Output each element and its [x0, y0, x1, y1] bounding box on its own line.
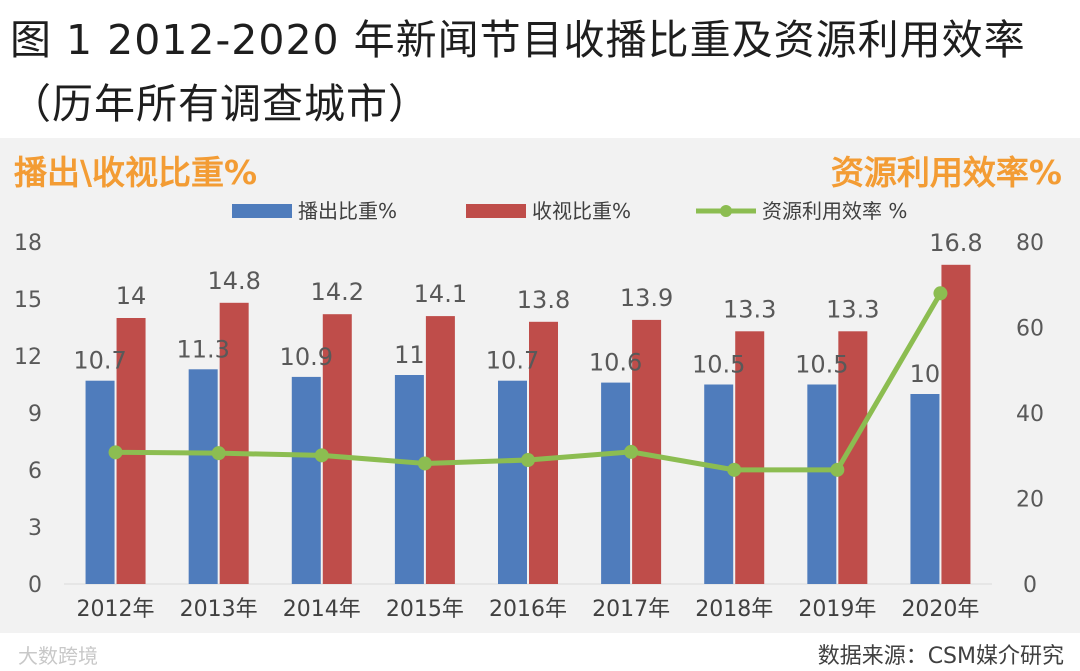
- x-category-label: 2018年: [695, 597, 773, 622]
- efficiency-point: [521, 453, 535, 468]
- legend-label-broadcast: 播出比重%: [298, 199, 397, 223]
- bar-broadcast-share: [85, 380, 115, 584]
- bar-broadcast-label: 10.9: [280, 343, 333, 371]
- bar-broadcast-label: 11.3: [176, 335, 229, 363]
- bar-broadcast-label: 10.7: [73, 347, 126, 375]
- bar-broadcast-label: 10: [910, 360, 941, 388]
- bar-viewing-label: 14.1: [414, 280, 467, 308]
- x-category-label: 2019年: [798, 597, 876, 622]
- efficiency-point: [727, 462, 742, 477]
- bar-viewing-label: 16.8: [929, 229, 982, 257]
- bar-viewing-share: [322, 314, 352, 584]
- x-category-label: 2012年: [77, 597, 155, 622]
- efficiency-point: [314, 448, 329, 463]
- y-left-tick-label: 6: [28, 459, 42, 484]
- bar-broadcast-share: [394, 375, 424, 584]
- bar-viewing-label: 13.3: [826, 295, 879, 323]
- efficiency-point: [417, 456, 432, 471]
- y-left-tick-label: 12: [14, 345, 42, 370]
- bar-viewing-label: 14: [116, 282, 147, 310]
- bar-broadcast-label: 10.5: [795, 351, 848, 379]
- legend-marker-efficiency: [720, 205, 732, 217]
- x-category-label: 2014年: [283, 597, 361, 622]
- efficiency-point: [624, 444, 639, 459]
- bar-viewing-label: 14.2: [311, 278, 364, 306]
- bar-broadcast-label: 10.6: [589, 349, 642, 377]
- bar-broadcast-share: [807, 384, 837, 584]
- bar-viewing-share: [219, 302, 249, 584]
- y-right-tick-label: 60: [1016, 317, 1044, 342]
- bar-broadcast-share: [498, 380, 527, 584]
- source-note: 数据来源：CSM媒介研究: [817, 644, 1064, 669]
- bar-viewing-label: 13.3: [723, 295, 776, 323]
- legend-label-viewing: 收视比重%: [532, 199, 631, 223]
- y-left-tick-label: 18: [14, 231, 42, 256]
- chart-svg: 0 3 6 9 12 15 18 0 20 40 60 80 10.7 14 2012年 11.3 14.8 20…: [14, 199, 1044, 622]
- legend-swatch-broadcast: [232, 204, 292, 218]
- x-category-label: 2016年: [489, 597, 567, 622]
- legend-label-efficiency: 资源利用效率 %: [762, 199, 907, 223]
- efficiency-point: [211, 446, 226, 461]
- y-right-tick-label: 20: [1016, 488, 1044, 513]
- efficiency-point: [830, 462, 845, 477]
- chart-title: 图 1 2012-2020 年新闻节目收播比重及资源利用效率（历年所有调查城市）: [10, 16, 1026, 128]
- x-category-label: 2020年: [901, 597, 979, 622]
- x-category-label: 2013年: [180, 597, 258, 622]
- bar-viewing-share: [735, 331, 765, 584]
- efficiency-point: [933, 286, 948, 301]
- bar-viewing-label: 13.8: [517, 286, 570, 314]
- legend-swatch-viewing: [466, 204, 526, 218]
- y-left-axis-title: 播出\收视比重%: [14, 153, 258, 192]
- y-left-tick-label: 3: [28, 516, 42, 541]
- chart-area: 播出\收视比重% 资源利用效率% 0 3 6 9 12 15 18 0 20 40 60 80 10.7…: [0, 138, 1080, 633]
- bar-broadcast-share: [291, 376, 321, 584]
- bar-broadcast-label: 10.7: [486, 347, 539, 375]
- bar-viewing-share: [941, 264, 971, 584]
- bar-viewing-share: [425, 316, 455, 584]
- watermark: 大数跨境: [18, 644, 98, 668]
- y-right-tick-label: 80: [1016, 231, 1044, 256]
- y-left-tick-label: 0: [28, 573, 42, 598]
- bar-viewing-label: 14.8: [207, 267, 260, 295]
- bar-broadcast-share: [188, 369, 218, 584]
- bar-broadcast-share: [601, 382, 631, 584]
- bar-viewing-share: [529, 321, 558, 584]
- x-category-label: 2017年: [592, 597, 670, 622]
- efficiency-point: [108, 445, 123, 460]
- bar-viewing-label: 13.9: [620, 284, 673, 312]
- y-right-tick-label: 40: [1016, 402, 1044, 427]
- y-right-tick-label: 0: [1023, 573, 1037, 598]
- y-left-tick-label: 15: [14, 288, 42, 313]
- bar-broadcast-share: [910, 394, 940, 584]
- y-right-axis-title: 资源利用效率%: [830, 153, 1062, 192]
- bar-broadcast-label: 11: [394, 341, 425, 369]
- x-category-label: 2015年: [386, 597, 464, 622]
- bar-broadcast-share: [704, 384, 734, 584]
- y-left-tick-label: 9: [28, 402, 42, 427]
- bar-broadcast-label: 10.5: [692, 351, 745, 379]
